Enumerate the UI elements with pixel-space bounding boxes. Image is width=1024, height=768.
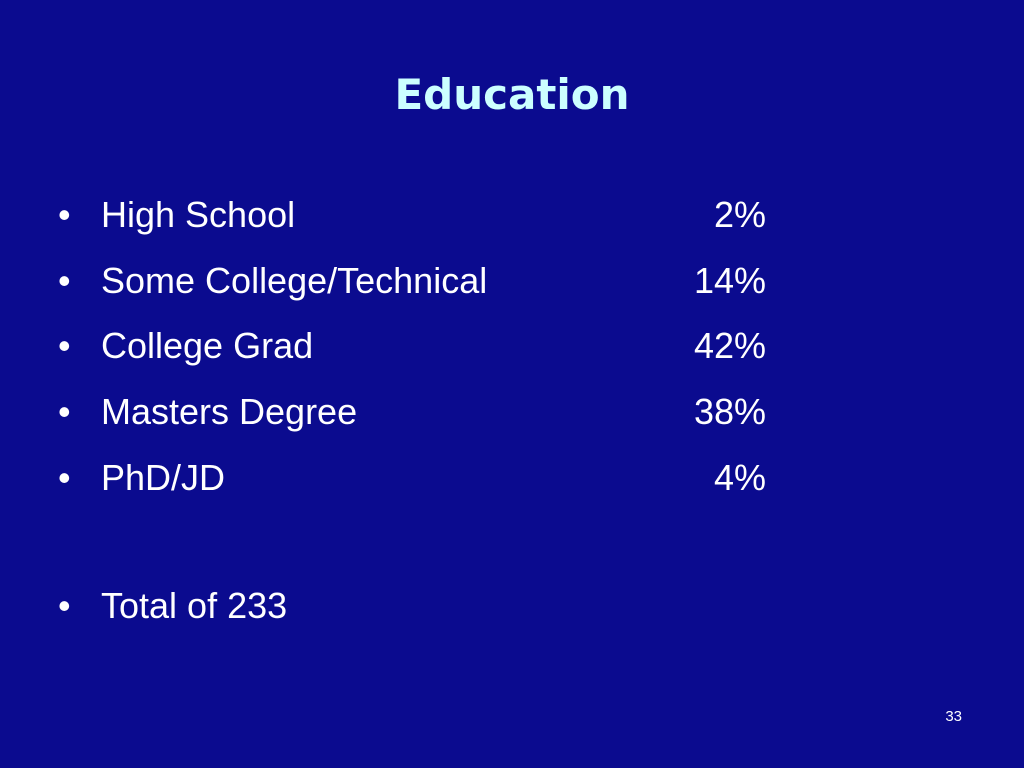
bullet: •	[58, 391, 71, 433]
item-label: High School	[101, 194, 296, 235]
bullet: •	[58, 585, 71, 626]
item-value: 2%	[713, 194, 766, 235]
item-value: 14%	[693, 259, 766, 301]
item-value: 4%	[713, 456, 766, 498]
slide-title: Education	[394, 70, 630, 119]
item-value: 38%	[693, 391, 766, 433]
bullet: •	[58, 194, 71, 235]
page-number: 33	[945, 708, 962, 725]
total: Total of 233	[101, 585, 288, 626]
item-value: 42%	[693, 325, 766, 367]
item-label: PhD/JD	[101, 456, 226, 498]
item-label: Masters Degree	[101, 391, 358, 433]
item-row: • Some College/Technical 14%	[0, 259, 1024, 303]
item-label: College Grad	[101, 325, 314, 367]
item-row: • High School 2%	[0, 193, 1024, 237]
bullet: •	[58, 259, 71, 301]
bullet: •	[58, 325, 71, 367]
item-label: Some College/Technical	[101, 259, 488, 301]
item-row: • PhD/JD 4%	[0, 456, 1024, 500]
total-row: • Total of 233	[0, 584, 1024, 628]
bullet: •	[58, 456, 71, 498]
item-row: • College Grad 42%	[0, 324, 1024, 368]
item-row: • Masters Degree 38%	[0, 390, 1024, 434]
